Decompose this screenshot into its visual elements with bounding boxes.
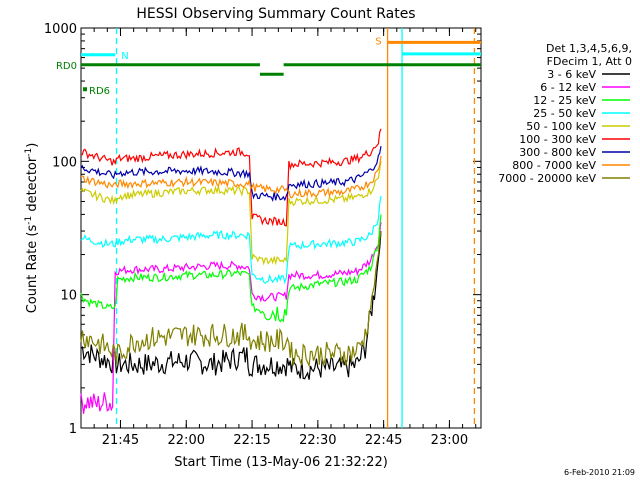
flag-label-2: RD6 <box>89 86 110 97</box>
y-tick-label-2: 100 <box>52 155 77 170</box>
legend-label-2: 12 - 25 keV <box>533 94 596 107</box>
legend-label-0: 3 - 6 keV <box>547 68 596 81</box>
x-tick-label-0: 21:45 <box>102 433 139 448</box>
axes-ticks: 21:45 22:00 22:15 22:30 22:45 23:00 1 10 100 1000 <box>44 22 481 448</box>
y-axis-label-sup2: -1 <box>24 148 34 157</box>
legend-label-6: 300 - 800 keV <box>519 146 596 159</box>
x-tick-label-2: 22:15 <box>233 433 270 448</box>
legend-label-5: 100 - 300 keV <box>519 133 596 146</box>
x-axis-label: Start Time (13-May-06 21:32:22) <box>174 455 388 470</box>
series-line-1 <box>80 222 382 414</box>
legend-label-8: 7000 - 20000 keV <box>498 172 596 185</box>
legend-header-2: FDecim 1, Att 0 <box>547 55 632 68</box>
flag-label-3: S <box>375 36 381 47</box>
legend-label-4: 50 - 100 keV <box>526 120 596 133</box>
series-line-2 <box>80 214 382 323</box>
x-tick-label-1: 22:00 <box>168 433 205 448</box>
chart-title: HESSI Observing Summary Count Rates <box>136 6 415 22</box>
flag-label-1: RD0 <box>56 61 77 72</box>
series-line-5 <box>81 128 382 227</box>
series-line-3 <box>80 195 382 285</box>
legend-header-1: Det 1,3,4,5,6,9, <box>546 42 632 55</box>
y-axis-label: Count Rate (s-1 detector-1) <box>24 143 40 314</box>
marker-lines <box>115 28 476 428</box>
y-tick-label-1: 10 <box>60 289 77 304</box>
y-axis-label-end: ) <box>25 143 40 148</box>
series-line-0 <box>80 231 382 380</box>
series-line-4 <box>80 161 382 266</box>
x-tick-label-3: 22:30 <box>299 433 336 448</box>
y-tick-label-3: 1000 <box>44 22 77 37</box>
x-tick-label-4: 22:45 <box>365 433 402 448</box>
y-axis-label-mid: detector <box>25 156 40 216</box>
series-line-8 <box>80 231 382 368</box>
flag-marker-2 <box>83 87 87 92</box>
y-tick-label-0: 1 <box>69 422 77 437</box>
legend-label-3: 25 - 50 keV <box>533 107 596 120</box>
series-line-6 <box>80 145 382 203</box>
y-axis-label-sup1: -1 <box>24 216 34 225</box>
legend-label-7: 800 - 7000 keV <box>512 159 596 172</box>
y-axis-label-main: Count Rate (s <box>25 225 40 314</box>
flag-bars: N RD0 RD6 S <box>56 36 481 97</box>
legend-label-1: 6 - 12 keV <box>540 81 596 94</box>
series-line-7 <box>80 155 382 199</box>
legend: Det 1,3,4,5,6,9, FDecim 1, Att 0 3 - 6 k… <box>498 42 632 185</box>
x-tick-label-5: 23:00 <box>431 433 468 448</box>
plot-frame <box>80 27 482 429</box>
footer-timestamp: 6-Feb-2010 21:09 <box>564 468 635 477</box>
series-lines <box>80 128 382 414</box>
flag-label-0: N <box>121 51 128 62</box>
